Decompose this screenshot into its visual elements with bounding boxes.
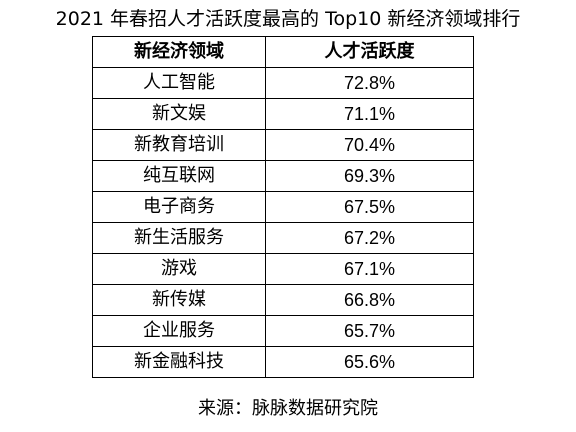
activity-cell: 71.1%	[265, 98, 474, 130]
table-row: 纯互联网 69.3%	[92, 160, 474, 192]
ranking-table: 新经济领域 人才活跃度 人工智能 72.8% 新文娱 71.1% 新教育培训 7…	[92, 36, 474, 378]
field-cell: 新生活服务	[92, 222, 266, 254]
table-row: 游戏 67.1%	[92, 253, 474, 285]
activity-cell: 65.6%	[265, 346, 474, 378]
activity-cell: 70.4%	[265, 129, 474, 161]
column-header-activity: 人才活跃度	[265, 36, 474, 68]
field-cell: 企业服务	[92, 315, 266, 347]
activity-cell: 72.8%	[265, 67, 474, 99]
field-cell: 游戏	[92, 253, 266, 285]
table-row: 新生活服务 67.2%	[92, 222, 474, 254]
source-note: 来源：脉脉数据研究院	[198, 398, 378, 419]
table-row: 新文娱 71.1%	[92, 98, 474, 130]
table-row: 电子商务 67.5%	[92, 191, 474, 223]
table-row: 企业服务 65.7%	[92, 315, 474, 347]
field-cell: 人工智能	[92, 67, 266, 99]
column-header-field: 新经济领域	[92, 36, 266, 68]
activity-cell: 67.1%	[265, 253, 474, 285]
table-header-row: 新经济领域 人才活跃度	[92, 36, 474, 68]
field-cell: 电子商务	[92, 191, 266, 223]
activity-cell: 69.3%	[265, 160, 474, 192]
activity-cell: 66.8%	[265, 284, 474, 316]
activity-cell: 67.5%	[265, 191, 474, 223]
table-row: 人工智能 72.8%	[92, 67, 474, 99]
table-row: 新传媒 66.8%	[92, 284, 474, 316]
field-cell: 新教育培训	[92, 129, 266, 161]
table-row: 新教育培训 70.4%	[92, 129, 474, 161]
page-title: 2021 年春招人才活跃度最高的 Top10 新经济领域排行	[55, 8, 521, 30]
field-cell: 新金融科技	[92, 346, 266, 378]
activity-cell: 67.2%	[265, 222, 474, 254]
table-row: 新金融科技 65.6%	[92, 346, 474, 378]
field-cell: 纯互联网	[92, 160, 266, 192]
activity-cell: 65.7%	[265, 315, 474, 347]
field-cell: 新文娱	[92, 98, 266, 130]
field-cell: 新传媒	[92, 284, 266, 316]
